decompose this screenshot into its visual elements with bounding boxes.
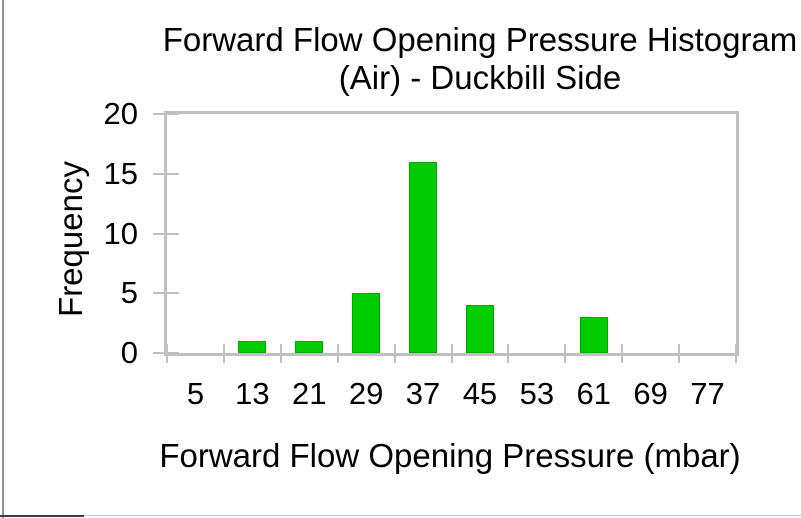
bar-21 [295,341,324,353]
x-tick-mark [735,344,737,363]
bar-29 [352,293,381,353]
plot-area [164,111,739,356]
x-tick-mark [222,344,225,363]
x-tick-label: 5 [186,376,205,411]
x-tick-label: 37 [405,376,441,411]
y-tick-mark [153,172,179,175]
x-tick-label: 61 [576,376,611,411]
x-tick-label: 69 [633,376,668,411]
page-edge-bottom-dark-line [0,515,84,517]
x-tick-label: 13 [235,376,270,411]
x-tick-mark [279,344,282,363]
x-tick-mark [678,344,681,363]
y-tick-label: 15 [103,155,138,191]
x-tick-mark [450,344,453,363]
x-tick-mark [621,344,624,363]
x-tick-label: 29 [348,376,384,411]
bar-37 [409,161,438,353]
y-tick-label: 0 [120,335,138,370]
chart-title-line-1: Forward Flow Opening Pressure Histogram [162,21,798,58]
x-axis-title: Forward Flow Opening Pressure (mbar) [159,437,741,474]
chart-title: Forward Flow Opening Pressure Histogram … [150,21,801,97]
y-tick-mark [153,113,179,115]
bar-45 [465,305,494,353]
x-tick-mark [336,344,339,363]
y-tick-mark [153,232,179,235]
x-tick-label: 53 [519,376,555,411]
x-tick-mark [166,344,168,363]
chart-title-line-2: (Air) - Duckbill Side [338,59,622,96]
x-tick-mark [507,344,510,363]
x-tick-label: 45 [462,376,498,411]
x-tick-label: 77 [690,376,725,411]
bar-61 [579,317,608,353]
x-tick-mark [564,344,567,363]
y-tick-label: 20 [103,96,138,131]
y-tick-label: 5 [120,275,138,311]
page-edge-bottom-line [0,515,801,516]
bar-13 [238,341,267,353]
y-tick-label: 10 [103,215,138,251]
y-tick-mark [153,292,179,295]
page-edge-left-line [2,0,4,518]
x-tick-label: 21 [292,376,327,411]
x-tick-mark [393,344,396,363]
